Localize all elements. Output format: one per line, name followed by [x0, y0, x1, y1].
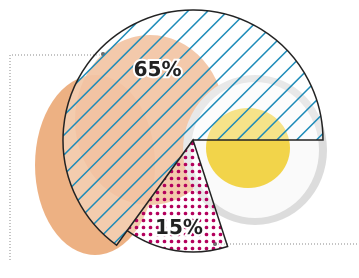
chart: 65% 15% [0, 0, 359, 278]
page: 65%15% (() => { const data = JSON.parse(… [0, 0, 359, 278]
value-label: 65% [134, 57, 182, 81]
value-label: 15% [155, 215, 203, 239]
